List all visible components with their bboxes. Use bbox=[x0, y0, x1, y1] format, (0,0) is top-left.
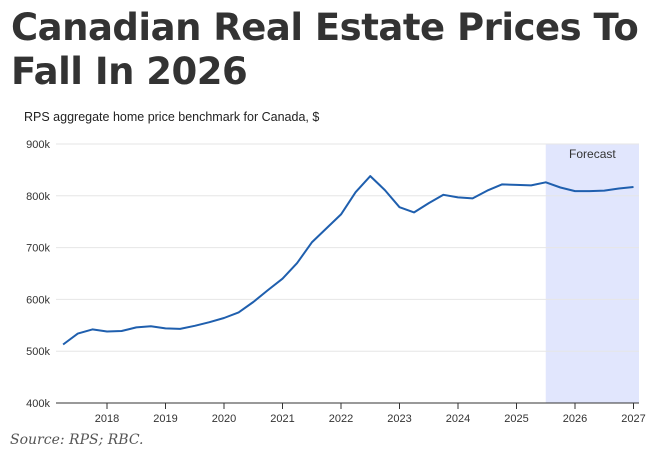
x-tick-label: 2025 bbox=[504, 413, 528, 425]
chart-subtitle: RPS aggregate home price benchmark for C… bbox=[24, 110, 320, 124]
x-tick-label: 2020 bbox=[212, 413, 236, 425]
y-tick-label: 400k bbox=[26, 398, 50, 410]
x-tick-label: 2024 bbox=[446, 413, 470, 425]
forecast-label: Forecast bbox=[569, 147, 616, 161]
x-tick-label: 2019 bbox=[153, 413, 177, 425]
page-title: Canadian Real Estate Prices To Fall In 2… bbox=[11, 6, 639, 93]
x-axis: 2018 2019 2020 2021 2022 2023 2024 2025 2026 2027 bbox=[56, 402, 646, 425]
gridlines bbox=[56, 143, 639, 352]
x-tick-label: 2023 bbox=[387, 413, 411, 425]
x-tick-label: 2022 bbox=[329, 413, 353, 425]
y-tick-label: 800k bbox=[26, 191, 50, 203]
source-note: Source: RPS; RBC. bbox=[10, 432, 144, 448]
y-tick-label: 900k bbox=[26, 139, 50, 151]
forecast-band bbox=[545, 144, 639, 403]
x-tick-label: 2021 bbox=[270, 413, 294, 425]
y-axis: 400k 500k 600k 700k 800k 900k bbox=[26, 139, 50, 410]
x-tick-label: 2027 bbox=[621, 413, 645, 425]
price-line bbox=[62, 175, 634, 346]
y-tick-label: 500k bbox=[26, 346, 50, 358]
y-tick-label: 700k bbox=[26, 243, 50, 255]
y-tick-label: 600k bbox=[26, 294, 50, 306]
x-tick-label: 2018 bbox=[95, 413, 119, 425]
x-tick-label: 2026 bbox=[563, 413, 587, 425]
